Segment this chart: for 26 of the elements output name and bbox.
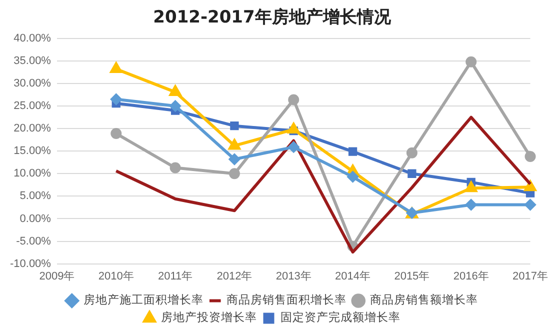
x-tick-label: 2013年: [276, 270, 312, 282]
x-tick-label: 2009年: [39, 270, 75, 282]
y-tick-label: 10.00%: [14, 168, 52, 180]
y-tick-label: 0.00%: [20, 212, 52, 225]
x-tick-label: 2016年: [453, 270, 489, 282]
y-tick-label: 35.00%: [14, 54, 52, 67]
legend-label: 商品房销售面积增长率: [226, 292, 347, 307]
y-tick-label: -10.00%: [10, 258, 52, 270]
y-tick-label: 20.00%: [14, 122, 52, 135]
x-tick-label: 2010年: [98, 270, 134, 282]
y-tick-label: 15.00%: [14, 145, 52, 158]
x-tick-label: 2012年: [216, 270, 252, 282]
x-tick-label: 2017年: [512, 270, 548, 282]
y-tick-label: -5.00%: [16, 235, 52, 248]
y-tick-label: 30.00%: [14, 78, 52, 90]
chart-title: 2012-2017年房地产增长情况: [153, 8, 392, 28]
y-tick-label: 5.00%: [20, 190, 52, 202]
x-tick-label: 2011年: [158, 270, 193, 282]
legend-label: 商品房销售额增长率: [370, 292, 478, 307]
x-tick-label: 2014年: [335, 270, 371, 282]
legend-label: 房地产施工面积增长率: [83, 292, 204, 307]
y-tick-label: 40.00%: [14, 32, 52, 44]
legend-label: 固定资产完成额增长率: [280, 310, 400, 324]
x-tick-label: 2015年: [394, 270, 430, 282]
legend-label: 房地产投资增长率: [161, 310, 257, 324]
y-tick-label: 25.00%: [14, 100, 52, 112]
